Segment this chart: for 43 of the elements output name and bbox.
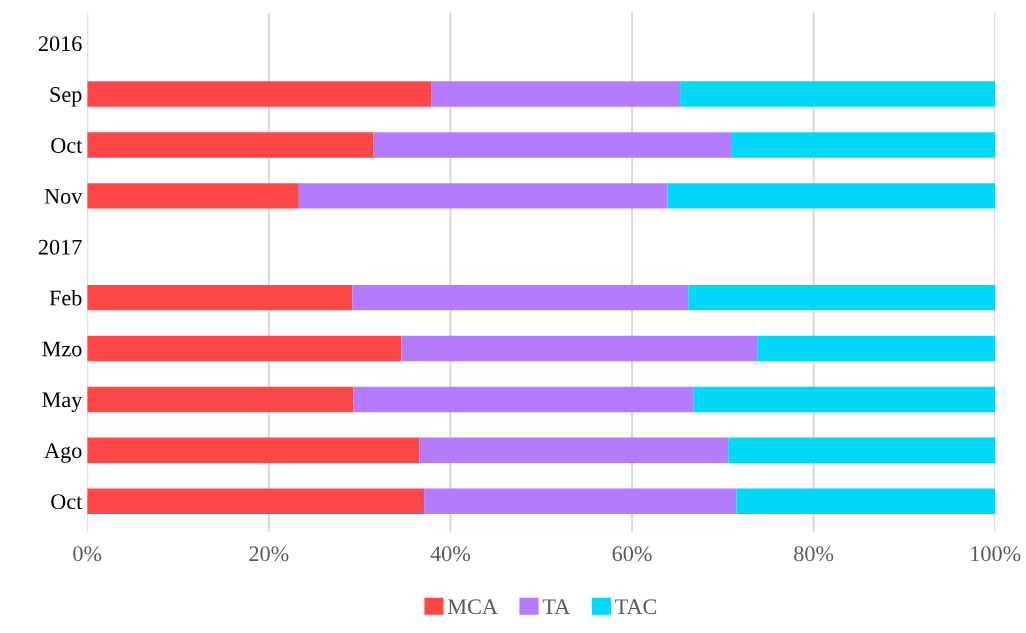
y-tick-label: Nov [44,189,83,204]
x-tick-label: 80% [794,546,834,562]
x-tick-label: 0% [73,546,102,562]
y-tick-label: Sep [50,87,82,107]
bar [693,386,996,413]
bar [87,335,402,362]
bar [298,183,668,209]
bar [353,386,694,413]
x-tick-label: 20% [249,546,289,562]
x-tick-label: 100% [971,546,1021,562]
bar [352,284,689,311]
y-tick-label: 2016 [38,36,82,52]
y-tick-label: 2017 [38,239,82,255]
y-tick-label: Oct [51,494,83,510]
bar [87,183,299,209]
legend-label: MCA [447,599,498,615]
x-tick-label: 40% [430,546,471,562]
bar [688,284,996,311]
bar [731,132,996,158]
y-tick-label: Oct [51,137,83,153]
bar [87,437,420,464]
y-tick-label: Feb [49,289,82,306]
bar [373,132,732,158]
y-tick-label: Mzo [42,341,82,357]
bar [87,81,432,107]
bar [87,132,374,158]
bar [680,81,996,107]
bar [728,437,996,464]
legend-label: TA [542,599,571,614]
bar [757,335,996,362]
bar [401,335,758,362]
y-tick-label: May [42,392,83,412]
x-tick-label: 60% [612,546,652,562]
bar [431,81,681,107]
bar [87,284,353,311]
bar [419,437,729,464]
legend-label: TAC [615,599,657,615]
bar [87,386,354,413]
bar [424,488,737,514]
bar [87,488,425,514]
bar [736,488,996,514]
bar [667,183,996,209]
y-tick-label: Ago [44,443,82,463]
